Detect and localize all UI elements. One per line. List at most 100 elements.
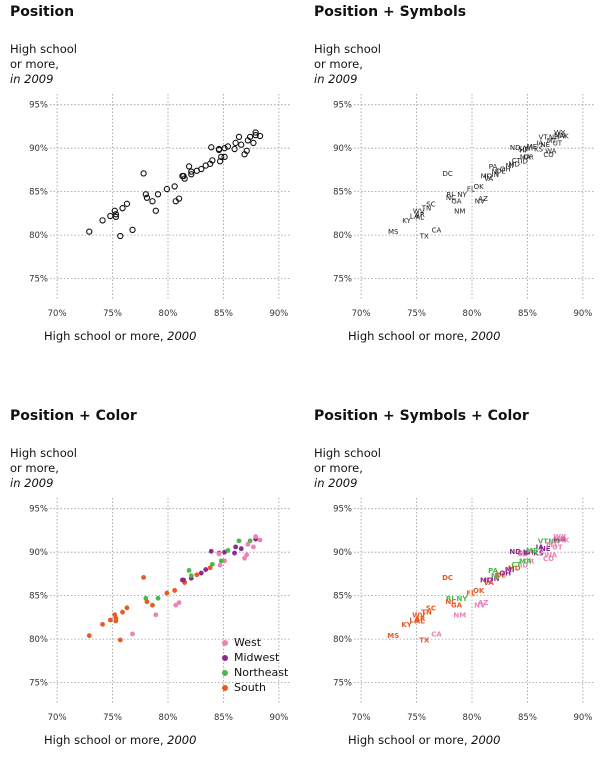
legend: West Midwest Northeast South: [222, 635, 288, 695]
state-label: OR: [523, 557, 535, 565]
state-label: NV: [474, 602, 486, 610]
x-tick-label: 75%: [103, 309, 122, 319]
state-label: SC: [426, 604, 436, 612]
state-label: VT: [538, 133, 548, 141]
data-point: [238, 141, 245, 148]
data-point: [221, 145, 228, 152]
y-tick-label: 75%: [29, 679, 48, 689]
y-tick-label: 80%: [333, 231, 352, 241]
legend-swatch: [222, 684, 228, 691]
state-label: AZ: [478, 599, 489, 607]
data-point: [172, 588, 178, 593]
state-label: VT: [538, 537, 548, 545]
state-label: NM: [453, 611, 466, 619]
legend-item-west: West: [222, 635, 288, 650]
panel-title: Position + Color: [10, 408, 137, 424]
state-label: NV: [475, 198, 485, 206]
y-tick-label: 90%: [29, 144, 48, 154]
state-label: OK: [474, 183, 485, 191]
data-point: [86, 633, 92, 639]
state-label: MN: [553, 536, 566, 544]
state-label: OK: [473, 587, 485, 595]
y-tick-label: 85%: [29, 592, 48, 602]
state-label: AL: [415, 617, 425, 625]
y-tick-label: 90%: [333, 144, 352, 154]
data-point: [217, 562, 223, 568]
state-label: ME: [526, 547, 538, 555]
data-point: [113, 615, 119, 621]
state-label: FL: [467, 186, 475, 194]
data-point: [221, 153, 228, 161]
state-label: MI: [505, 566, 515, 574]
y-tick-label: 95%: [333, 505, 352, 515]
state-label: NE: [540, 545, 551, 553]
y-tick-label: 95%: [29, 101, 48, 111]
state-label: ID: [520, 158, 527, 166]
data-point: [163, 185, 171, 193]
data-point: [119, 205, 126, 212]
state-label: WA: [544, 551, 557, 559]
data-point: [216, 551, 222, 557]
data-point: [256, 132, 264, 140]
state-label: WI: [524, 145, 533, 153]
data-point: [215, 146, 223, 154]
data-point: [130, 631, 135, 637]
legend-item-northeast: Northeast: [222, 665, 288, 680]
data-point: [188, 171, 195, 178]
y-tick-label: 85%: [29, 188, 48, 198]
state-label: MN: [554, 132, 565, 140]
data-point: [231, 145, 238, 153]
panel-position: Position High school or more, in 2009 75…: [10, 4, 300, 354]
state-label: UT: [553, 139, 563, 147]
data-point: [117, 637, 123, 643]
x-tick-label: 70%: [352, 309, 371, 319]
data-point: [141, 574, 147, 580]
panel-title: Position + Symbols: [314, 4, 467, 20]
data-point: [117, 232, 124, 240]
state-label: NH: [548, 537, 560, 545]
x-tick-label: 75%: [407, 309, 426, 319]
state-label: DC: [442, 574, 453, 582]
state-label: PA: [488, 567, 498, 575]
state-label: IL: [484, 577, 492, 585]
state-label: MO: [480, 577, 493, 585]
state-label: MI: [506, 162, 514, 170]
data-point: [188, 573, 194, 579]
x-tick-label: 80%: [159, 309, 178, 319]
data-point: [208, 548, 214, 554]
state-label: HI: [519, 550, 527, 558]
panel-position-symbols-color: Position + Symbols + Color High school o…: [314, 408, 603, 758]
x-tick-label: 70%: [48, 713, 67, 723]
state-label: OH: [499, 570, 511, 578]
state-label: FL: [466, 590, 476, 598]
state-label: NH: [549, 133, 560, 141]
state-label: WV: [413, 207, 425, 215]
state-label: TN: [421, 205, 432, 213]
data-point: [207, 565, 213, 571]
y-tick-label: 95%: [333, 101, 352, 111]
data-point: [149, 198, 156, 205]
data-point: [257, 537, 263, 543]
legend-item-south: South: [222, 680, 288, 695]
data-point: [250, 139, 257, 147]
data-point: [129, 226, 136, 234]
data-point: [236, 538, 242, 544]
data-point: [86, 228, 93, 235]
data-point: [144, 599, 150, 605]
state-label: AR: [414, 615, 425, 623]
data-point: [100, 621, 105, 627]
data-point: [186, 568, 192, 573]
state-label: TX: [419, 637, 430, 645]
state-label: MS: [388, 228, 399, 236]
state-label: CO: [543, 151, 554, 159]
data-point: [154, 191, 162, 198]
data-point: [209, 157, 216, 164]
state-label: MO: [481, 173, 493, 181]
state-label: MT: [546, 541, 558, 549]
state-label: CT: [511, 561, 521, 569]
data-point: [112, 211, 120, 218]
legend-item-midwest: Midwest: [222, 650, 288, 665]
y-tick-label: 85%: [333, 592, 352, 602]
state-label: DE: [496, 167, 506, 175]
